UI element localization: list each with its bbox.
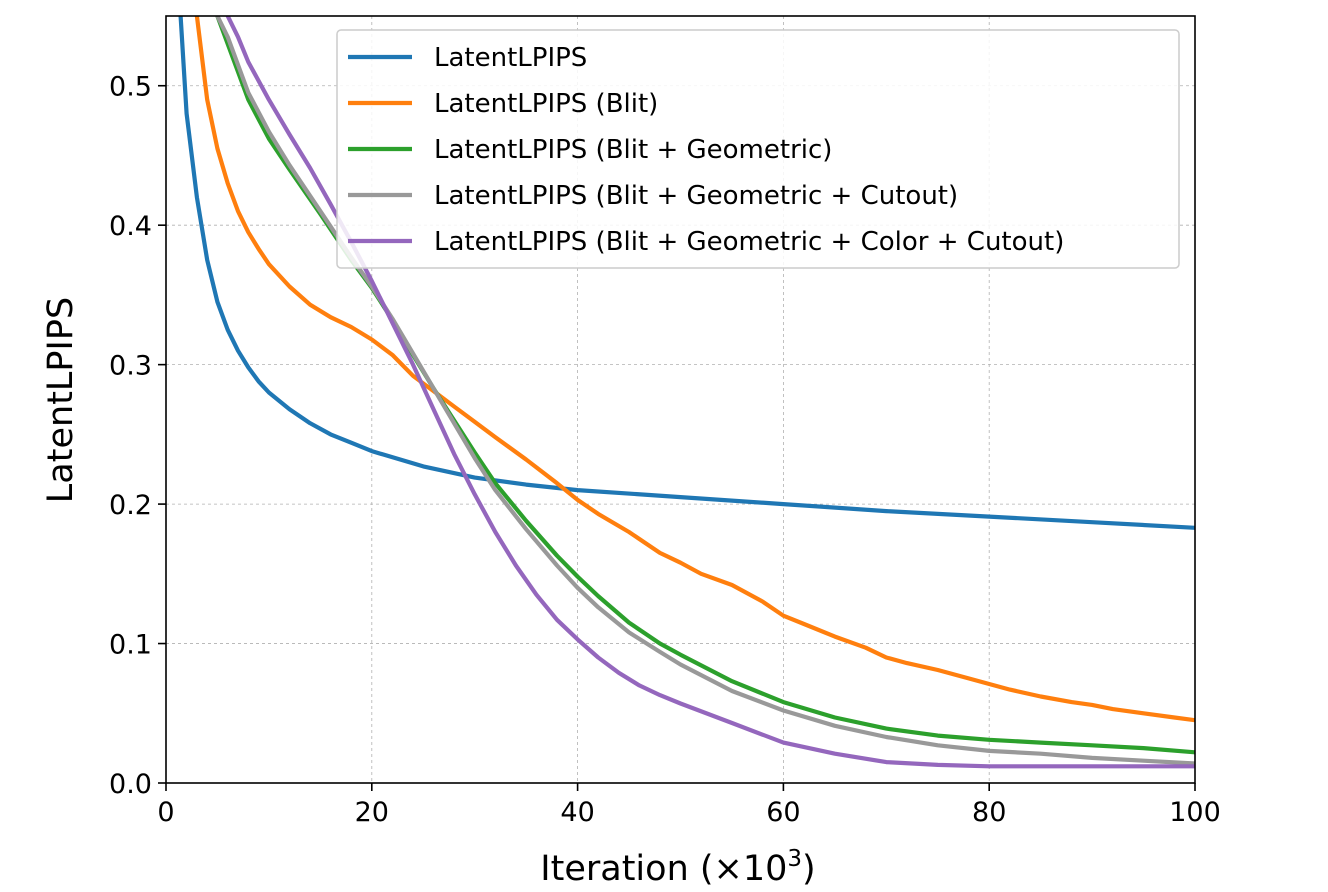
axis-ticks: 0 20 40 60 80 100 0.0 0.1 0.2 0.3 0.4 0.5 [109, 72, 1221, 828]
y-tick-label: 0.0 [109, 769, 152, 800]
legend-label: LatentLPIPS (Blit + Geometric) [434, 135, 832, 165]
y-tick-label: 0.1 [109, 630, 152, 661]
y-axis-title: LatentLPIPS [41, 297, 81, 503]
legend-frame [336, 29, 1180, 269]
legend-label: LatentLPIPS [434, 43, 587, 73]
x-axis-title: Iteration (×103) [540, 846, 815, 889]
legend: LatentLPIPS LatentLPIPS (Blit) LatentLPIPS… [336, 29, 1180, 269]
series-line-4 [215, 16, 1195, 766]
y-tick-label: 0.4 [109, 211, 152, 242]
series-line-2 [194, 16, 1195, 723]
y-tick-label: 0.2 [109, 490, 152, 521]
x-tick-label: 20 [355, 797, 389, 828]
x-tick-label: 60 [766, 797, 800, 828]
series-line-3 [215, 16, 1195, 755]
x-tick-label: 100 [1169, 797, 1221, 828]
x-tick-label: 0 [157, 797, 174, 828]
legend-label: LatentLPIPS (Blit) [434, 89, 658, 119]
plot-frame [165, 15, 1196, 784]
x-tick-label: 40 [560, 797, 594, 828]
series-line-1 [178, 16, 1195, 530]
y-tick-label: 0.3 [109, 351, 152, 382]
legend-label: LatentLPIPS (Blit + Geometric + Cutout) [434, 181, 958, 211]
x-tick-label: 80 [972, 797, 1006, 828]
series-line-5 [225, 16, 1195, 769]
legend-label: LatentLPIPS (Blit + Geometric + Color + … [434, 227, 1064, 257]
series-lines [178, 16, 1195, 769]
y-tick-label: 0.5 [109, 72, 152, 103]
